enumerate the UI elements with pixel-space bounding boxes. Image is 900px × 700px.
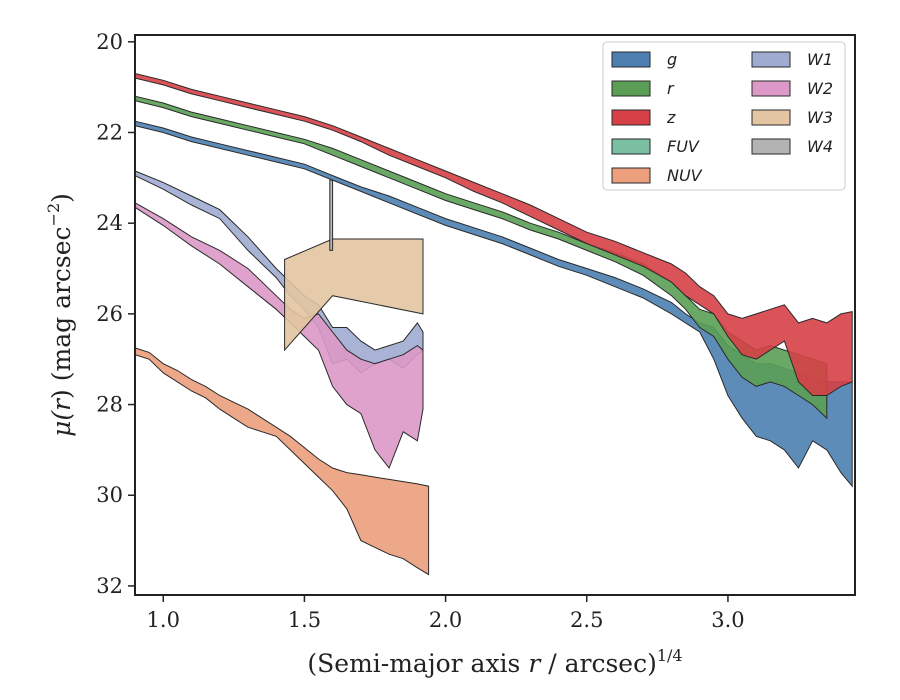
legend-label-fuv: FUV [667, 137, 700, 156]
legend-label-nuv: NUV [667, 166, 703, 185]
legend-swatch-w3 [751, 109, 791, 126]
legend-label-g: g [667, 50, 677, 69]
x-tick-label: 2.5 [570, 608, 603, 632]
x-tick-label: 2.0 [429, 608, 462, 632]
y-tick-label: 32 [96, 574, 123, 598]
legend-label-w4: W4 [807, 137, 833, 156]
y-axis-title: μ(r) (mag arcsec−2) [44, 193, 76, 437]
legend-swatch-z [611, 109, 651, 126]
legend-label-w1: W1 [807, 50, 833, 69]
y-tick-label: 20 [96, 30, 123, 54]
band-w4 [329, 179, 334, 251]
profile-bands [134, 72, 853, 576]
legend-swatch-r [611, 80, 651, 97]
band-r [134, 95, 828, 420]
y-tick-label: 24 [96, 211, 123, 235]
legend-label-r: r [667, 79, 675, 98]
legend-label-w3: W3 [807, 108, 833, 127]
x-axis-ticks: 1.0 1.5 2.0 2.5 3.0 [147, 595, 745, 632]
legend-swatch-g [611, 51, 651, 68]
x-tick-label: 1.0 [147, 608, 180, 632]
legend-label-z: z [666, 108, 676, 127]
x-tick-label: 3.0 [711, 608, 744, 632]
legend-swatch-nuv [611, 167, 651, 184]
y-tick-label: 30 [96, 483, 123, 507]
band-g [134, 120, 853, 488]
legend-swatch-w2 [751, 80, 791, 97]
legend-items: grz FUV NUV W1 W2 W3 W4 [611, 50, 833, 185]
band-nuv [134, 347, 430, 576]
y-tick-label: 22 [96, 120, 123, 144]
x-axis-title: (Semi-major axis r / arcsec)1/4 [307, 646, 682, 678]
x-tick-label: 1.5 [288, 608, 321, 632]
y-tick-label: 28 [96, 393, 123, 417]
legend-swatch-w1 [751, 51, 791, 68]
legend-label-w2: W2 [807, 79, 833, 98]
band-z [134, 72, 853, 396]
y-axis-ticks: 20 22 24 26 28 30 32 [96, 30, 135, 598]
plot-frame [134, 34, 856, 596]
legend-swatch-fuv [611, 138, 651, 155]
legend: grz FUV NUV W1 W2 W3 W4 [602, 41, 846, 191]
legend-swatch-w4 [751, 138, 791, 155]
y-tick-label: 26 [96, 302, 123, 326]
